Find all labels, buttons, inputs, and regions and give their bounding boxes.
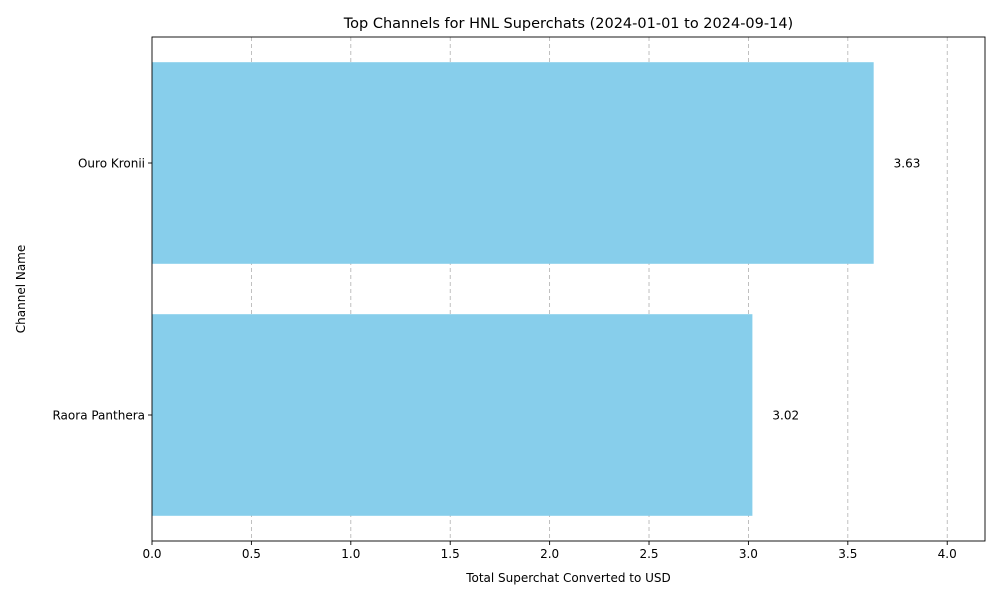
x-tick-label: 2.5	[639, 547, 658, 561]
y-ticks: Ouro Kronii Raora Panthera	[52, 157, 152, 423]
y-tick-label: Ouro Kronii	[78, 157, 145, 171]
y-tick-label: Raora Panthera	[52, 409, 145, 423]
x-axis-title: Total Superchat Converted to USD	[465, 571, 671, 585]
x-tick-label: 1.5	[441, 547, 460, 561]
data-label: 3.02	[772, 409, 799, 423]
plot-frame	[151, 36, 986, 542]
axes	[151, 36, 986, 542]
y-axis-title: Channel Name	[14, 245, 28, 333]
x-ticks: 0.0 0.5 1.0 1.5 2.0 2.5 3.0 3.5 4.0	[142, 541, 957, 561]
x-tick-label: 1.0	[341, 547, 360, 561]
chart-title: Top Channels for HNL Superchats (2024-01…	[343, 16, 793, 32]
bar	[152, 62, 874, 264]
data-label: 3.63	[894, 157, 921, 171]
data-labels: 3.63 3.02	[772, 157, 920, 423]
x-tick-label: 0.5	[242, 547, 261, 561]
bar	[152, 314, 753, 516]
x-tick-label: 4.0	[938, 547, 957, 561]
x-tick-label: 3.5	[838, 547, 857, 561]
x-tick-label: 2.0	[540, 547, 559, 561]
bars	[152, 62, 874, 516]
x-tick-label: 3.0	[739, 547, 758, 561]
x-tick-label: 0.0	[142, 547, 161, 561]
